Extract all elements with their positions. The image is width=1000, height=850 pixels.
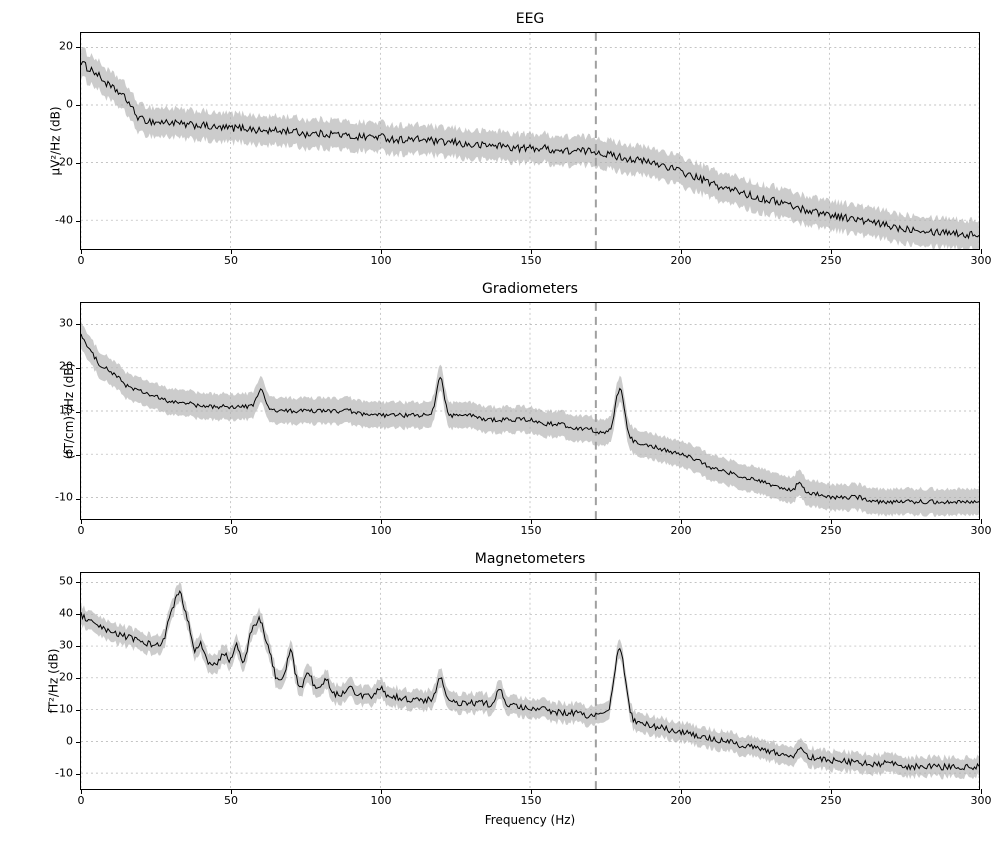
confidence-band <box>81 47 979 249</box>
ytick-mark <box>76 742 81 743</box>
ytick-mark <box>76 221 81 222</box>
ytick-label: 20 <box>59 360 73 373</box>
ytick-mark <box>76 368 81 369</box>
xtick-mark <box>381 249 382 254</box>
ytick-mark <box>76 614 81 615</box>
ytick-label: 0 <box>66 734 73 747</box>
ytick-mark <box>76 455 81 456</box>
ytick-label: -10 <box>55 491 73 504</box>
xtick-mark <box>981 249 982 254</box>
ytick-label: -20 <box>55 155 73 168</box>
ytick-label: 0 <box>66 97 73 110</box>
ytick-mark <box>76 774 81 775</box>
ytick-mark <box>76 582 81 583</box>
ytick-mark <box>76 499 81 500</box>
xtick-label: 200 <box>671 794 692 807</box>
xtick-mark <box>531 519 532 524</box>
xtick-label: 250 <box>821 524 842 537</box>
xtick-label: 150 <box>521 794 542 807</box>
xtick-mark <box>231 789 232 794</box>
ytick-label: 20 <box>59 39 73 52</box>
ytick-mark <box>76 678 81 679</box>
xtick-mark <box>531 789 532 794</box>
xtick-label: 200 <box>671 254 692 267</box>
xtick-mark <box>981 519 982 524</box>
xtick-mark <box>681 249 682 254</box>
xtick-label: 250 <box>821 794 842 807</box>
chart-svg <box>81 33 979 249</box>
panel-title: EEG <box>81 11 979 27</box>
panel-eeg: EEGµV²/Hz (dB)050100150200250300-40-2002… <box>80 32 980 250</box>
xtick-label: 150 <box>521 254 542 267</box>
xtick-label: 150 <box>521 524 542 537</box>
xtick-mark <box>381 789 382 794</box>
chart-svg <box>81 303 979 519</box>
figure: EEGµV²/Hz (dB)050100150200250300-40-2002… <box>0 0 1000 850</box>
xtick-mark <box>81 249 82 254</box>
xtick-label: 300 <box>971 794 992 807</box>
xtick-mark <box>531 249 532 254</box>
xtick-label: 50 <box>224 794 238 807</box>
ytick-mark <box>76 412 81 413</box>
confidence-band <box>81 582 979 780</box>
xtick-label: 100 <box>371 524 392 537</box>
xtick-mark <box>831 789 832 794</box>
xtick-mark <box>831 519 832 524</box>
xtick-mark <box>231 519 232 524</box>
panel-grad: Gradiometers(fT/cm)²/Hz (dB)050100150200… <box>80 302 980 520</box>
xtick-label: 50 <box>224 524 238 537</box>
xtick-mark <box>81 789 82 794</box>
ytick-label: 10 <box>59 404 73 417</box>
xtick-label: 300 <box>971 524 992 537</box>
xtick-label: 300 <box>971 254 992 267</box>
ytick-mark <box>76 324 81 325</box>
ytick-mark <box>76 163 81 164</box>
ytick-mark <box>76 105 81 106</box>
ytick-label: 30 <box>59 638 73 651</box>
xtick-label: 0 <box>78 524 85 537</box>
xtick-label: 100 <box>371 254 392 267</box>
ytick-mark <box>76 646 81 647</box>
xtick-mark <box>381 519 382 524</box>
xtick-mark <box>681 519 682 524</box>
ytick-mark <box>76 710 81 711</box>
ytick-label: 40 <box>59 606 73 619</box>
xtick-mark <box>231 249 232 254</box>
xtick-mark <box>981 789 982 794</box>
ytick-label: 10 <box>59 702 73 715</box>
panel-title: Gradiometers <box>81 281 979 297</box>
ytick-label: 50 <box>59 574 73 587</box>
xtick-label: 50 <box>224 254 238 267</box>
x-axis-label: Frequency (Hz) <box>81 813 979 827</box>
xtick-label: 100 <box>371 794 392 807</box>
ytick-label: -10 <box>55 766 73 779</box>
xtick-label: 200 <box>671 524 692 537</box>
ytick-label: -40 <box>55 213 73 226</box>
xtick-mark <box>681 789 682 794</box>
xtick-label: 0 <box>78 794 85 807</box>
xtick-label: 0 <box>78 254 85 267</box>
xtick-mark <box>81 519 82 524</box>
xtick-mark <box>831 249 832 254</box>
panel-mag: MagnetometersfT²/Hz (dB)Frequency (Hz)05… <box>80 572 980 790</box>
ytick-label: 30 <box>59 316 73 329</box>
ytick-label: 20 <box>59 670 73 683</box>
ytick-mark <box>76 47 81 48</box>
chart-svg <box>81 573 979 789</box>
ytick-label: 0 <box>66 447 73 460</box>
panel-title: Magnetometers <box>81 551 979 567</box>
xtick-label: 250 <box>821 254 842 267</box>
